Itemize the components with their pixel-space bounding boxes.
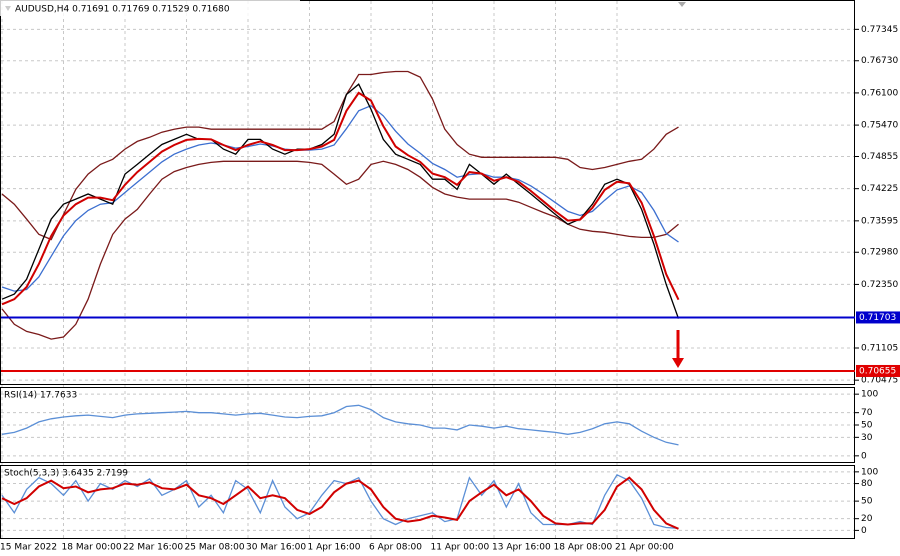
series-line: [1, 104, 679, 292]
y-tick-label: 0.70475: [861, 376, 898, 386]
series-line: [1, 476, 679, 530]
x-tick-label: 1 Apr 16:00: [308, 543, 361, 553]
y-tick-label: 50: [861, 497, 873, 507]
x-tick-label: 25 Mar 08:00: [185, 543, 245, 553]
level-label: 0.71703: [859, 313, 896, 323]
rsi-title: RSI(14) 17.7633: [4, 391, 77, 401]
y-tick-label: 80: [861, 479, 873, 489]
x-tick-label: 15 Mar 2022: [0, 543, 57, 553]
y-tick-label: 0.74855: [861, 152, 898, 162]
y-tick-label: 0.76100: [861, 88, 898, 98]
y-tick-label: 0.77345: [861, 25, 898, 35]
rsi-panel: [0, 387, 855, 463]
level-label: 0.70655: [859, 366, 896, 376]
level-label-bg: [856, 364, 900, 377]
shift-marker: [678, 2, 686, 7]
arrow-head: [672, 358, 684, 368]
x-tick-label: 21 Apr 00:00: [615, 543, 674, 553]
stoch-panel: [0, 465, 855, 539]
x-tick-label: 18 Apr 08:00: [554, 543, 613, 553]
y-tick-label: 0.75470: [861, 121, 898, 131]
price-panel: [0, 0, 855, 385]
x-tick-label: 6 Apr 08:00: [369, 543, 422, 553]
x-tick-label: 22 Mar 16:00: [123, 543, 183, 553]
series-line: [1, 91, 680, 306]
y-tick-label: 50: [861, 421, 873, 431]
y-tick-label: 0.76730: [861, 56, 898, 66]
chart-title: AUDUSD,H4 0.71691 0.71769 0.71529 0.7168…: [15, 5, 230, 15]
level-label-bg: [856, 311, 900, 324]
series-line: [1, 404, 679, 446]
y-tick-label: 0: [861, 526, 867, 536]
y-tick-label: 70: [861, 408, 873, 418]
y-tick-label: 0.74225: [861, 184, 898, 194]
x-tick-label: 11 Apr 00:00: [431, 543, 490, 553]
y-tick-label: 100: [861, 390, 878, 400]
series-line: [1, 70, 679, 241]
y-tick-label: 20: [861, 514, 873, 524]
x-tick-label: 13 Apr 16:00: [492, 543, 551, 553]
x-tick-label: 30 Mar 16:00: [246, 543, 306, 553]
y-tick-label: 0.71105: [861, 343, 898, 353]
y-tick-label: 30: [861, 433, 873, 443]
y-tick-label: 0.73595: [861, 216, 898, 226]
y-tick-label: 100: [861, 467, 878, 477]
y-tick-label: 0: [861, 451, 867, 461]
x-tick-label: 18 Mar 00:00: [62, 543, 122, 553]
stoch-title: Stoch(5,3,3) 3.6435 2.7199: [4, 469, 128, 479]
y-tick-label: 0.72980: [861, 248, 898, 258]
title-bg: [0, 0, 300, 16]
y-tick-label: 0.72350: [861, 280, 898, 290]
